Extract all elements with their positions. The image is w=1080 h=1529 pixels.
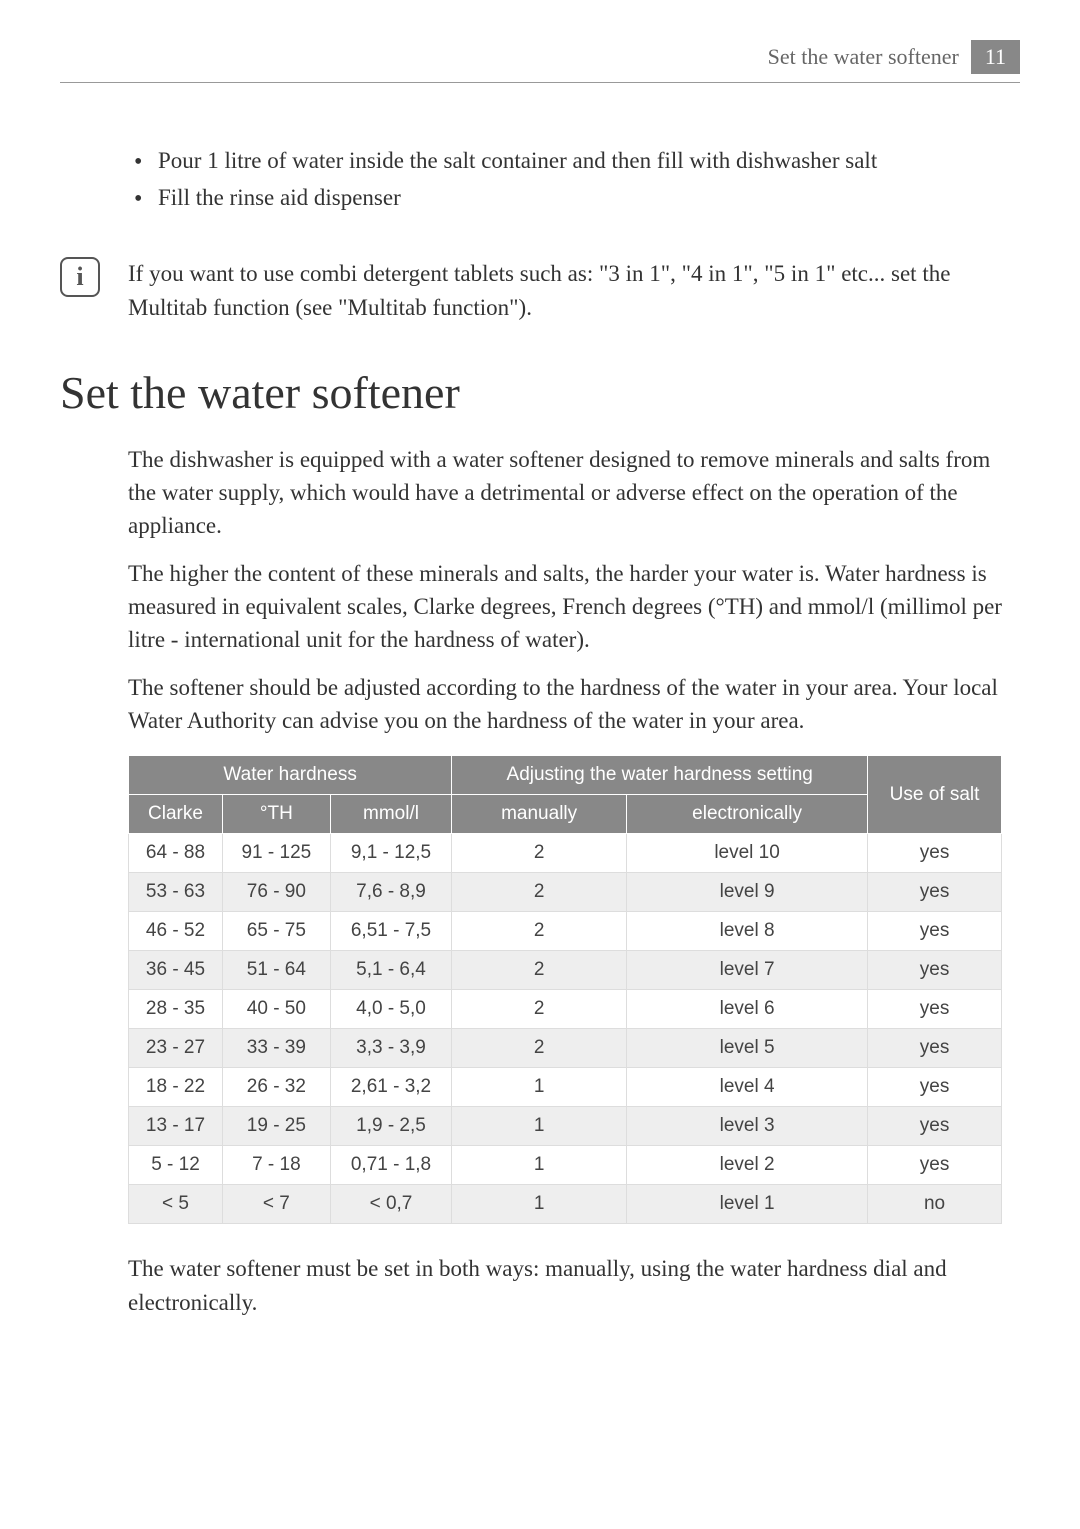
th-manually: manually (452, 795, 627, 834)
table-row: 53 - 6376 - 907,6 - 8,92level 9yes (129, 873, 1002, 912)
table-cell-salt: yes (868, 1068, 1002, 1107)
table-body: 64 - 8891 - 1259,1 - 12,52level 10yes53 … (129, 834, 1002, 1224)
table-cell-electronically: level 10 (627, 834, 868, 873)
table-cell-th: 76 - 90 (222, 873, 330, 912)
table-cell-salt: yes (868, 1029, 1002, 1068)
table-cell-salt: yes (868, 912, 1002, 951)
th-adjusting: Adjusting the water hardness setting (452, 756, 868, 795)
table-cell-electronically: level 2 (627, 1146, 868, 1185)
body-paragraph: The softener should be adjusted accordin… (128, 671, 1002, 738)
table-cell-mmol: 5,1 - 6,4 (330, 951, 452, 990)
page-number-badge: 11 (971, 40, 1020, 74)
table-cell-electronically: level 7 (627, 951, 868, 990)
closing-paragraph: The water softener must be set in both w… (128, 1252, 1002, 1319)
table-cell-mmol: < 0,7 (330, 1185, 452, 1224)
table-row: 5 - 127 - 180,71 - 1,81level 2yes (129, 1146, 1002, 1185)
table-cell-manually: 2 (452, 951, 627, 990)
table-cell-salt: yes (868, 873, 1002, 912)
table-cell-electronically: level 9 (627, 873, 868, 912)
table-cell-mmol: 4,0 - 5,0 (330, 990, 452, 1029)
table-head: Water hardness Adjusting the water hardn… (129, 756, 1002, 834)
table-row: 46 - 5265 - 756,51 - 7,52level 8yes (129, 912, 1002, 951)
table-cell-clarke: 23 - 27 (129, 1029, 223, 1068)
header-divider (60, 82, 1020, 83)
table-row: 18 - 2226 - 322,61 - 3,21level 4yes (129, 1068, 1002, 1107)
table-cell-clarke: 36 - 45 (129, 951, 223, 990)
table-cell-th: 33 - 39 (222, 1029, 330, 1068)
table-cell-mmol: 2,61 - 3,2 (330, 1068, 452, 1107)
th-water-hardness: Water hardness (129, 756, 452, 795)
table-row: < 5< 7< 0,71level 1no (129, 1185, 1002, 1224)
body-paragraph: The higher the content of these minerals… (128, 557, 1002, 657)
table-cell-electronically: level 6 (627, 990, 868, 1029)
table-cell-salt: yes (868, 1107, 1002, 1146)
table-cell-salt: yes (868, 834, 1002, 873)
table-cell-salt: no (868, 1185, 1002, 1224)
table-cell-manually: 2 (452, 912, 627, 951)
table-cell-clarke: 64 - 88 (129, 834, 223, 873)
th-mmol: mmol/l (330, 795, 452, 834)
water-hardness-table: Water hardness Adjusting the water hardn… (128, 755, 1002, 1224)
table-cell-th: < 7 (222, 1185, 330, 1224)
header-title: Set the water softener (768, 44, 959, 70)
table-row: 13 - 1719 - 251,9 - 2,51level 3yes (129, 1107, 1002, 1146)
table-cell-clarke: 28 - 35 (129, 990, 223, 1029)
table-cell-manually: 1 (452, 1146, 627, 1185)
bullet-item: Fill the rinse aid dispenser (128, 180, 1002, 217)
table-cell-electronically: level 4 (627, 1068, 868, 1107)
th-clarke: Clarke (129, 795, 223, 834)
table-cell-clarke: < 5 (129, 1185, 223, 1224)
table-cell-manually: 1 (452, 1107, 627, 1146)
table-cell-clarke: 13 - 17 (129, 1107, 223, 1146)
table-header-row-groups: Water hardness Adjusting the water hardn… (129, 756, 1002, 795)
table-cell-th: 19 - 25 (222, 1107, 330, 1146)
bullet-item: Pour 1 litre of water inside the salt co… (128, 143, 1002, 180)
th-electronically: electronically (627, 795, 868, 834)
info-note-text: If you want to use combi detergent table… (128, 257, 1002, 326)
table-row: 36 - 4551 - 645,1 - 6,42level 7yes (129, 951, 1002, 990)
table-cell-clarke: 46 - 52 (129, 912, 223, 951)
table-cell-salt: yes (868, 1146, 1002, 1185)
table-cell-clarke: 5 - 12 (129, 1146, 223, 1185)
th-salt: Use of salt (868, 756, 1002, 834)
table-cell-mmol: 3,3 - 3,9 (330, 1029, 452, 1068)
table-cell-manually: 1 (452, 1185, 627, 1224)
th-th: °TH (222, 795, 330, 834)
table-cell-salt: yes (868, 951, 1002, 990)
info-icon: i (60, 257, 100, 297)
table-cell-manually: 2 (452, 873, 627, 912)
table-cell-th: 51 - 64 (222, 951, 330, 990)
table-row: 28 - 3540 - 504,0 - 5,02level 6yes (129, 990, 1002, 1029)
table-cell-clarke: 53 - 63 (129, 873, 223, 912)
table-row: 23 - 2733 - 393,3 - 3,92level 5yes (129, 1029, 1002, 1068)
table-cell-manually: 1 (452, 1068, 627, 1107)
page-content: Pour 1 litre of water inside the salt co… (60, 143, 1020, 1319)
table-row: 64 - 8891 - 1259,1 - 12,52level 10yes (129, 834, 1002, 873)
info-note-row: i If you want to use combi detergent tab… (128, 257, 1002, 326)
table-cell-electronically: level 8 (627, 912, 868, 951)
table-cell-th: 65 - 75 (222, 912, 330, 951)
table-cell-mmol: 1,9 - 2,5 (330, 1107, 452, 1146)
table-cell-th: 91 - 125 (222, 834, 330, 873)
table-cell-manually: 2 (452, 834, 627, 873)
table-cell-electronically: level 3 (627, 1107, 868, 1146)
table-cell-salt: yes (868, 990, 1002, 1029)
table-cell-th: 7 - 18 (222, 1146, 330, 1185)
intro-bullet-list: Pour 1 litre of water inside the salt co… (128, 143, 1002, 217)
table-cell-electronically: level 1 (627, 1185, 868, 1224)
table-cell-manually: 2 (452, 1029, 627, 1068)
table-cell-mmol: 0,71 - 1,8 (330, 1146, 452, 1185)
body-paragraph: The dishwasher is equipped with a water … (128, 443, 1002, 543)
table-cell-clarke: 18 - 22 (129, 1068, 223, 1107)
page-header: Set the water softener 11 (60, 40, 1020, 74)
table-cell-mmol: 9,1 - 12,5 (330, 834, 452, 873)
table-cell-electronically: level 5 (627, 1029, 868, 1068)
table-cell-manually: 2 (452, 990, 627, 1029)
section-title: Set the water softener (60, 366, 1002, 419)
table-cell-mmol: 7,6 - 8,9 (330, 873, 452, 912)
table-cell-mmol: 6,51 - 7,5 (330, 912, 452, 951)
table-cell-th: 26 - 32 (222, 1068, 330, 1107)
table-cell-th: 40 - 50 (222, 990, 330, 1029)
